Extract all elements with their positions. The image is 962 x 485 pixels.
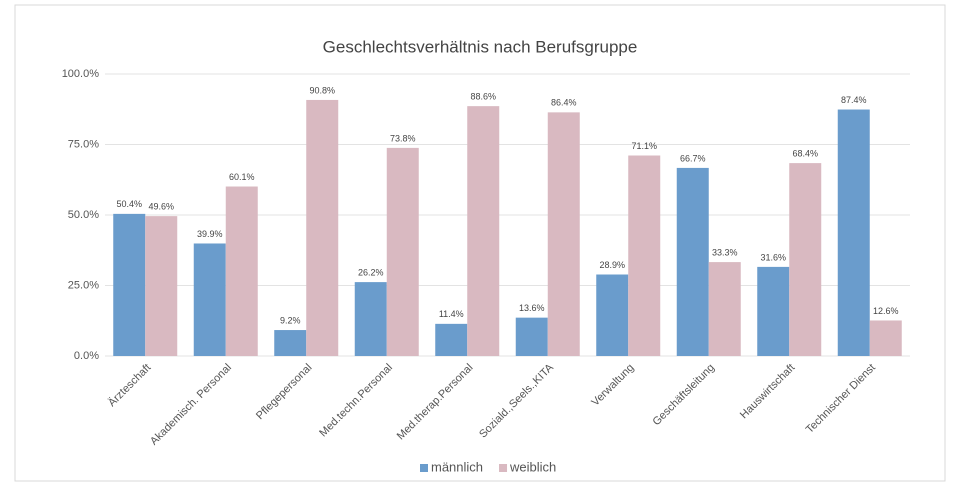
bar [515, 317, 548, 356]
legend-label: männlich [431, 459, 483, 474]
data-label: 86.4% [551, 98, 577, 108]
data-label: 87.4% [841, 95, 867, 105]
data-label: 50.4% [116, 199, 142, 209]
bar [113, 213, 146, 356]
data-label: 68.4% [792, 148, 818, 158]
bar [274, 330, 307, 356]
bar [435, 323, 468, 356]
data-label: 90.8% [309, 85, 335, 95]
legend-label: weiblich [509, 459, 556, 474]
data-label: 49.6% [148, 202, 174, 212]
bar [789, 163, 822, 356]
data-label: 26.2% [358, 267, 384, 277]
bar [547, 112, 580, 357]
y-tick-label: 25.0% [68, 279, 99, 291]
bar [757, 266, 790, 356]
bar [467, 106, 500, 356]
data-label: 28.9% [599, 260, 625, 270]
data-label: 11.4% [439, 309, 464, 319]
data-label: 39.9% [197, 229, 223, 239]
data-label: 66.7% [680, 153, 706, 163]
bar [225, 186, 258, 356]
chart-title: Geschlechtsverhältnis nach Berufsgruppe [323, 37, 638, 56]
bar [676, 167, 709, 356]
bar [386, 147, 419, 356]
bar [708, 262, 741, 356]
legend-swatch [499, 464, 508, 472]
data-label: 60.1% [229, 172, 255, 182]
bar [354, 282, 387, 356]
data-label: 88.6% [470, 92, 496, 102]
bar [869, 320, 902, 356]
bar [193, 243, 226, 356]
data-label: 31.6% [760, 252, 786, 262]
data-label: 13.6% [519, 303, 545, 313]
bar [306, 99, 339, 356]
data-label: 73.8% [390, 133, 416, 143]
y-tick-label: 50.0% [68, 209, 99, 221]
bar [837, 109, 870, 356]
data-label: 71.1% [631, 141, 657, 151]
bar [596, 274, 629, 356]
data-label: 9.2% [280, 315, 301, 325]
y-tick-label: 100.0% [62, 68, 100, 80]
y-tick-label: 75.0% [68, 138, 99, 150]
y-tick-label: 0.0% [74, 350, 99, 362]
data-label: 33.3% [712, 247, 738, 257]
data-label: 12.6% [873, 306, 899, 316]
bar [145, 216, 178, 356]
bar [628, 155, 661, 356]
legend-swatch [420, 464, 428, 472]
